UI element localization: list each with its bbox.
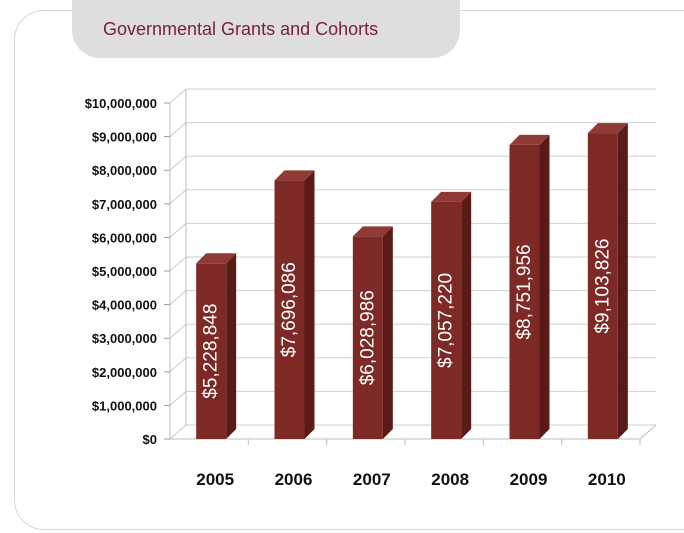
x-tick-label: 2006 — [275, 470, 313, 489]
y-tick-label: $4,000,000 — [92, 298, 157, 313]
y-tick-label: $9,000,000 — [92, 130, 157, 145]
grid-depth-line — [169, 256, 187, 272]
bar — [352, 236, 383, 439]
x-tick-label: 2005 — [196, 470, 234, 489]
y-tick-label: $6,000,000 — [92, 230, 157, 245]
grid-depth-line — [169, 424, 187, 440]
bar-top — [274, 170, 315, 181]
y-tick-label: $10,000,000 — [85, 96, 157, 111]
data-label: $9,103,826 — [592, 239, 613, 334]
x-tick-label: 2010 — [588, 470, 626, 489]
bar-side — [304, 170, 315, 440]
bar — [196, 263, 227, 439]
bar-top — [587, 123, 628, 134]
page-title: Governmental Grants and Cohorts — [103, 19, 379, 39]
bar-top — [196, 253, 237, 264]
grid-depth-line — [169, 122, 187, 137]
bar-side — [382, 226, 393, 439]
y-tick-label: $1,000,000 — [92, 398, 157, 413]
bar-side — [226, 253, 237, 439]
y-tick-label: $5,000,000 — [92, 264, 157, 279]
x-tick-label: 2008 — [431, 470, 469, 489]
grid-depth-line — [169, 357, 187, 373]
bar-side — [617, 123, 628, 439]
y-tick-label: $0 — [143, 432, 157, 447]
grid-depth-line — [169, 155, 187, 171]
bar-top — [509, 134, 550, 145]
bar — [274, 180, 305, 440]
grid-depth-line — [169, 223, 187, 238]
bar — [509, 144, 540, 440]
bar-side — [461, 191, 472, 439]
bar-top — [431, 191, 472, 202]
floor-edge — [639, 424, 657, 440]
grid-depth-line — [169, 391, 187, 406]
grid-depth-line — [169, 88, 187, 104]
y-tick-label: $2,000,000 — [92, 365, 157, 380]
y-tick-label: $7,000,000 — [92, 197, 157, 212]
data-label: $5,228,848 — [201, 304, 222, 399]
grid-depth-line — [169, 290, 187, 305]
bar-side — [539, 134, 550, 440]
data-label: $7,057,220 — [436, 273, 457, 368]
data-label: $7,696,086 — [279, 262, 300, 357]
x-tick-label: 2009 — [510, 470, 548, 489]
grid-depth-line — [169, 189, 187, 205]
bar-top — [352, 226, 393, 237]
title-tab: Governmental Grants and Cohorts — [72, 0, 460, 58]
bar — [587, 133, 618, 439]
y-tick-label: $8,000,000 — [92, 163, 157, 178]
bar — [431, 201, 462, 439]
grid-depth-line — [169, 323, 187, 339]
data-label: $6,028,986 — [357, 290, 378, 385]
x-tick-label: 2007 — [353, 470, 391, 489]
chart-card — [14, 10, 684, 530]
y-tick-label: $3,000,000 — [92, 331, 157, 346]
data-label: $8,751,956 — [514, 244, 535, 339]
